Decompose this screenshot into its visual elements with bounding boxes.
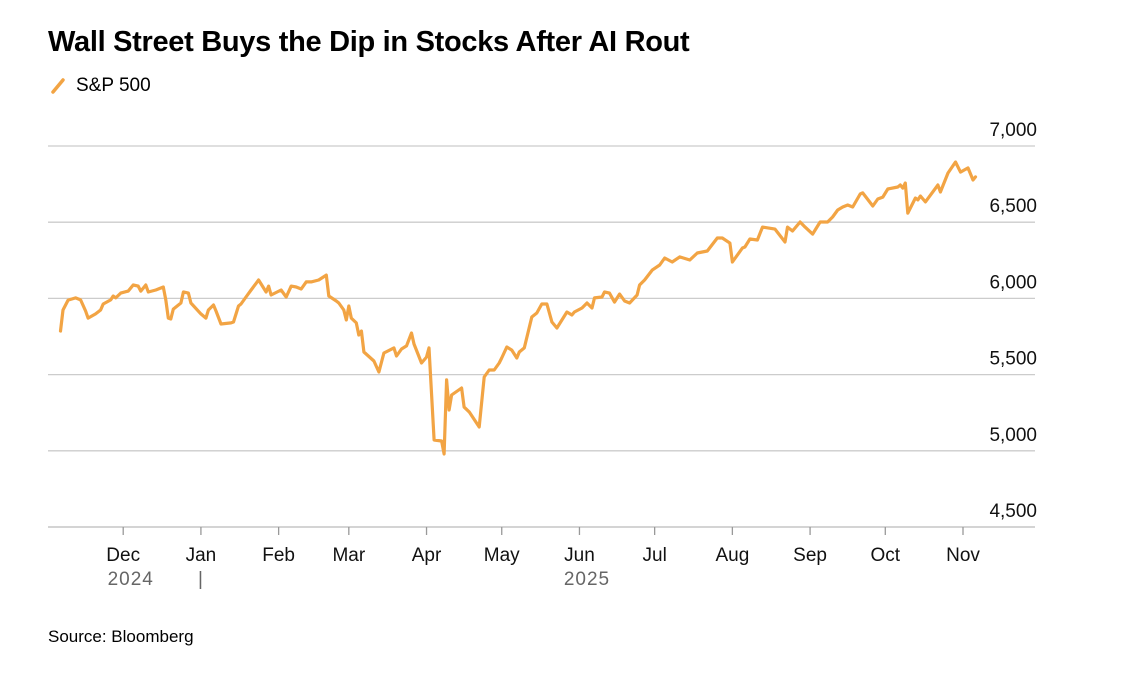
series-layer <box>58 160 978 456</box>
y-axis: 7,000 6,500 6,000 5,500 5,000 4,500 <box>989 120 1037 522</box>
chart-title: Wall Street Buys the Dip in Stocks After… <box>48 26 690 58</box>
legend-label: S&P 500 <box>76 75 151 96</box>
series-line-sp500 <box>58 160 978 456</box>
y-tick-label: 7,000 <box>989 120 1037 141</box>
x-tick-label: Aug <box>715 545 749 566</box>
y-tick-label: 6,000 <box>989 272 1037 293</box>
y-tick-label: 5,500 <box>989 349 1037 370</box>
legend: S&P 500 <box>50 75 151 97</box>
x-tick-label: Sep <box>793 545 827 566</box>
legend-line-icon <box>51 78 65 94</box>
x-tick-label: Jul <box>643 545 667 566</box>
x-tick-label: Nov <box>946 545 980 566</box>
year-label: 2024 <box>108 569 154 590</box>
year-label: 2025 <box>564 569 610 590</box>
y-tick-label: 4,500 <box>989 501 1037 522</box>
x-tick-label: Jan <box>186 545 217 566</box>
source-note: Source: Bloomberg <box>48 627 194 646</box>
gridlines <box>48 145 1035 528</box>
x-tick-label: Feb <box>262 545 295 566</box>
x-tick-label: Mar <box>332 545 365 566</box>
x-tick-label: Apr <box>412 545 442 566</box>
x-tick-label: Jun <box>564 545 595 566</box>
x-axis: Dec Jan Feb Mar Apr May Jun Jul Aug Sep Oct Nov 2024… <box>106 527 980 590</box>
x-tick-label: May <box>484 545 520 566</box>
x-tick-label: Dec <box>106 545 140 566</box>
y-tick-label: 6,500 <box>989 196 1037 217</box>
year-label: | <box>198 569 204 590</box>
x-tick-label: Oct <box>871 545 901 566</box>
y-tick-label: 5,000 <box>989 425 1037 446</box>
